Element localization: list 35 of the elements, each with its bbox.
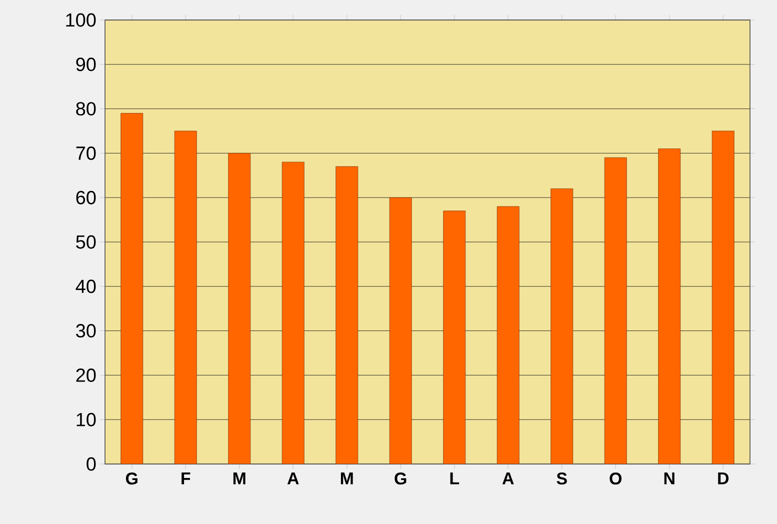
y-tick-label: 10 bbox=[76, 412, 96, 426]
x-tick-label: D bbox=[718, 472, 729, 484]
bar bbox=[336, 166, 358, 464]
y-tick-label: 50 bbox=[76, 235, 96, 249]
bar bbox=[712, 130, 734, 464]
bar bbox=[120, 113, 144, 464]
x-tick-label: L bbox=[450, 472, 460, 484]
y-tick-label: 40 bbox=[76, 280, 96, 294]
bar bbox=[443, 210, 466, 464]
x-tick-label: G bbox=[394, 472, 406, 485]
x-tick-label: O bbox=[610, 472, 622, 485]
y-tick-label: 90 bbox=[76, 58, 96, 72]
x-tick-label: A bbox=[502, 472, 514, 484]
bar bbox=[658, 148, 681, 464]
x-tick-label: A bbox=[287, 472, 299, 484]
bar bbox=[604, 157, 627, 464]
y-tick-label: 100 bbox=[66, 13, 96, 27]
y-tick-label: 20 bbox=[76, 368, 96, 382]
bar bbox=[282, 162, 304, 464]
bar bbox=[228, 152, 251, 464]
x-tick-label: M bbox=[340, 472, 353, 484]
x-tick-label: G bbox=[126, 472, 138, 485]
x-tick-label: N bbox=[664, 472, 674, 484]
bar bbox=[389, 197, 412, 464]
y-tick-label: 80 bbox=[76, 102, 96, 116]
y-tick-label: 30 bbox=[76, 324, 96, 338]
y-tick-label: 70 bbox=[76, 146, 96, 160]
y-tick-label: 60 bbox=[76, 190, 96, 204]
x-tick-label: M bbox=[233, 472, 246, 484]
bar bbox=[550, 188, 574, 464]
x-tick-label: F bbox=[182, 472, 190, 484]
x-tick-label: S bbox=[556, 472, 567, 485]
y-tick-label: 0 bbox=[86, 457, 96, 471]
bar bbox=[496, 206, 520, 464]
bar bbox=[174, 130, 197, 464]
